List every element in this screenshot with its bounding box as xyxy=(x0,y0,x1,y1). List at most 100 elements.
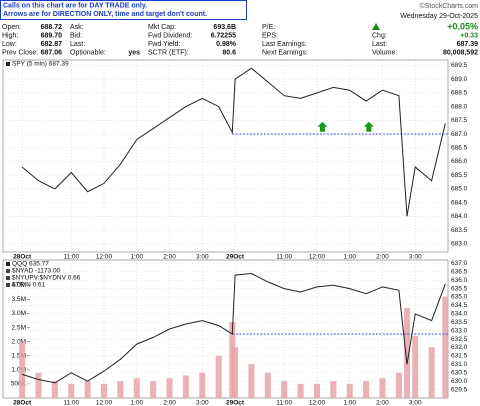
quote-label: Last Earnings: xyxy=(262,41,307,48)
x-tick-label: 12:00 xyxy=(309,254,326,261)
y-tick-label: 683.0 xyxy=(451,240,468,247)
quote-label: Next Earnings: xyxy=(262,49,308,56)
y-tick-label: 632.0 xyxy=(451,344,468,351)
note-line: Calls on this chart are for DAY TRADE on… xyxy=(3,2,147,9)
y2-tick-label: 2.5M xyxy=(12,324,26,331)
y-tick-label: 636.5 xyxy=(451,268,468,275)
x-tick-label: 11:00 xyxy=(63,400,79,406)
quote-label: Fwd Dividend: xyxy=(148,32,192,39)
volume-bar xyxy=(150,381,157,398)
note-box xyxy=(0,0,247,20)
x-tick-label: 3:00 xyxy=(409,400,422,406)
quote-value: +0.33 xyxy=(460,32,478,39)
legend-swatch xyxy=(6,262,10,266)
quote-value: 682.87 xyxy=(41,41,63,48)
y-tick-label: 637.0 xyxy=(451,260,468,267)
y-tick-label: 633.5 xyxy=(451,319,468,326)
volume-bar xyxy=(428,347,435,398)
volume-bar xyxy=(133,378,140,398)
y-tick-label: 635.0 xyxy=(451,294,468,301)
quote-label: Low: xyxy=(2,41,17,48)
x-tick-label: 2:00 xyxy=(163,400,176,406)
quote-label: High: xyxy=(2,32,18,39)
volume-bar xyxy=(379,378,386,398)
volume-bar xyxy=(51,381,58,398)
indicator-label: $NYUPV:$NYDNV 0.66 xyxy=(12,275,81,282)
plot-frame xyxy=(2,259,449,399)
quote-label: EPS: xyxy=(262,32,278,39)
quote-label: Volume: xyxy=(372,49,397,56)
quote-label: Ask: xyxy=(70,24,84,31)
volume-bar xyxy=(248,364,255,398)
x-tick-label: 11:00 xyxy=(276,400,292,406)
y-tick-label: 629.5 xyxy=(451,386,468,393)
x-tick-label: 28Oct xyxy=(13,254,32,261)
volume-bar xyxy=(264,372,271,398)
volume-bar xyxy=(232,347,239,398)
indicator-label: $TRIN 0.61 xyxy=(12,282,46,289)
y2-tick-label: 3.0M xyxy=(12,310,26,317)
quote-value: yes xyxy=(128,49,140,56)
quote-value: 0.98% xyxy=(216,41,237,48)
x-tick-label: 29Oct xyxy=(226,254,245,261)
note-line: Arrows are for DIRECTION ONLY, time and … xyxy=(3,11,207,18)
x-tick-label: 3:00 xyxy=(196,400,209,406)
x-tick-label: 12:00 xyxy=(309,400,326,406)
quote-label: SCTR (ETF): xyxy=(148,49,189,56)
volume-bar xyxy=(330,381,337,398)
date: Wednesday 29-Oct-2025 xyxy=(400,13,478,20)
direction-arrow xyxy=(363,121,374,132)
volume-bar xyxy=(346,383,353,398)
quote-label: P/E: xyxy=(262,24,275,31)
volume-bar xyxy=(215,355,222,398)
y-tick-label: 634.5 xyxy=(451,302,468,309)
y-tick-label: 688.5 xyxy=(451,90,468,97)
y2-tick-label: 500K xyxy=(11,381,27,388)
y2-tick-label: 4.0M xyxy=(12,282,26,289)
volume-bar xyxy=(313,383,320,398)
y2-tick-label: 1.5M xyxy=(12,352,26,359)
volume-bar xyxy=(199,372,206,398)
volume-bar xyxy=(117,381,124,398)
y-tick-label: 633.0 xyxy=(451,327,468,334)
x-tick-label: 1:00 xyxy=(130,400,143,406)
volume-bar xyxy=(442,296,449,398)
quote-label: Bid: xyxy=(70,32,82,39)
price-line xyxy=(21,272,446,384)
volume-bar xyxy=(68,383,75,398)
quote-value: 693.6B xyxy=(213,24,236,31)
y-tick-label: 636.0 xyxy=(451,277,468,284)
volume-bar xyxy=(166,378,173,398)
quote-value: 80,008,592 xyxy=(443,49,478,56)
x-tick-label: 1:00 xyxy=(343,400,356,406)
y2-tick-label: 2.0M xyxy=(12,338,26,345)
volume-bar xyxy=(281,381,288,398)
quote-value: 689.70 xyxy=(41,32,63,39)
up-triangle xyxy=(372,23,380,30)
y2-tick-label: 1.0M xyxy=(12,367,26,374)
quote-label: Chg: xyxy=(372,32,387,39)
y-tick-label: 684.0 xyxy=(451,213,468,220)
y-tick-label: 687.0 xyxy=(451,131,468,138)
y-tick-label: 630.0 xyxy=(451,378,468,385)
y-tick-label: 631.0 xyxy=(451,361,468,368)
x-tick-label: 29Oct xyxy=(226,400,245,406)
y-tick-label: 684.5 xyxy=(451,199,468,206)
legend-label: SPY (5 min) 687.39 xyxy=(12,61,69,68)
volume-bar xyxy=(404,307,411,398)
price-line xyxy=(21,67,446,217)
quote-label: Last: xyxy=(372,41,387,48)
quote-label: Prev Close: xyxy=(2,49,38,56)
y-tick-label: 686.5 xyxy=(451,144,468,151)
quote-value: 687.06 xyxy=(41,49,63,56)
y-tick-label: 687.5 xyxy=(451,117,468,124)
x-tick-label: 12:00 xyxy=(96,254,113,261)
x-tick-label: 2:00 xyxy=(376,400,389,406)
x-tick-label: 2:00 xyxy=(376,254,389,261)
legend-label: QQQ 635.77 xyxy=(12,261,49,268)
x-tick-label: 1:00 xyxy=(343,254,356,261)
legend-swatch xyxy=(6,62,10,66)
y-tick-label: 635.5 xyxy=(451,285,468,292)
quote-value: 6.72255 xyxy=(211,32,236,39)
